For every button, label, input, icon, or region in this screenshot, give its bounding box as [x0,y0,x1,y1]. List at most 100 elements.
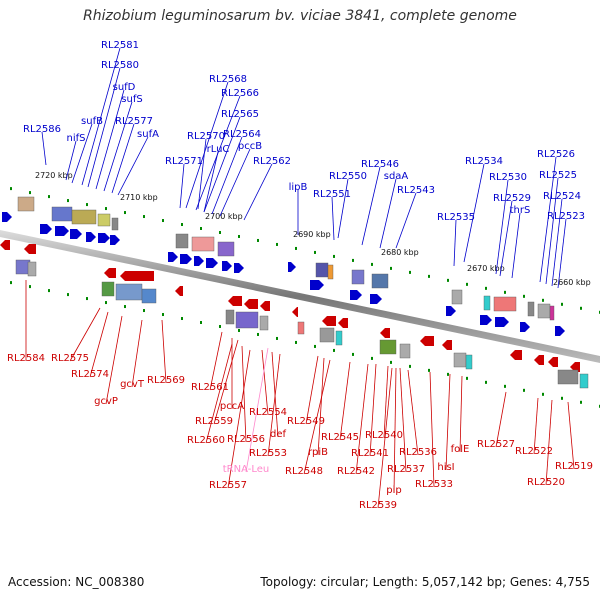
label-leader-line [117,136,149,196]
gene-feature-box [17,196,35,212]
reverse-gene-label: RL2561 [191,382,229,393]
label-leader-line [355,363,369,475]
label-leader-line [185,81,229,209]
forward-gene-label: RL2565 [221,109,259,120]
label-leader-line [71,123,93,184]
forward-gene-label: RL2550 [329,171,367,182]
forward-gene-label: RL2534 [465,156,503,167]
forward-gene-arrow [206,258,218,268]
reverse-gene-arrow [24,244,36,254]
gene-feature-box [493,296,517,312]
label-leader-line [463,163,485,263]
forward-gene-label: RL2580 [101,60,139,71]
reverse-gene-label: folE [451,444,470,455]
gene-feature-box [537,303,551,319]
forward-gene-label: RL2581 [101,40,139,51]
reverse-gene-label: RL2520 [527,477,565,488]
reverse-gene-label: gcvT [120,379,145,390]
reverse-gene-label: RL2549 [287,416,325,427]
track-dot [504,384,506,388]
label-leader-line [429,371,435,488]
forward-gene-arrow [194,256,204,266]
track-dot [162,219,164,223]
track-dot [124,305,126,309]
track-dot [67,293,69,297]
track-dot [485,286,487,290]
track-dot [219,230,221,234]
gene-feature-box [175,233,189,249]
track-dot [447,372,449,376]
label-leader-line [445,373,451,471]
label-leader-line [131,319,143,388]
kbp-tick-label: 2700 kbp [205,212,243,221]
track-dot [48,289,50,293]
reverse-gene-arrow [380,328,390,338]
kbp-tick-label: 2710 kbp [120,193,158,202]
track-dot [143,215,145,219]
label-leader-line [379,178,397,249]
label-leader-line [241,345,247,443]
kbp-tick-label: 2680 kbp [381,248,419,257]
track-dot [409,270,411,274]
forward-gene-arrow [168,252,178,262]
gene-feature-box [235,311,259,329]
track-dot [314,344,316,348]
gene-feature-box [483,295,491,311]
forward-gene-label: RL2543 [397,185,435,196]
reverse-gene-label: RL2554 [249,407,287,418]
reverse-gene-arrow [0,240,10,250]
gene-feature-box [549,305,555,321]
label-leader-lines [25,47,575,509]
label-leader-line [337,178,349,239]
label-leader-line [69,307,101,362]
label-leader-line [557,218,567,289]
label-leader-line [383,365,389,439]
forward-gene-label: RL2529 [493,193,531,204]
reverse-gene-label: RL2545 [321,432,359,443]
forward-gene-arrow [70,229,82,239]
forward-gene-label: thrS [510,205,531,216]
label-leader-line [245,347,269,473]
track-dot [257,238,259,242]
reverse-gene-label: RL2575 [51,353,89,364]
gene-feature-box [335,330,343,346]
label-leader-line [81,47,121,186]
reverse-gene-arrow [442,340,452,350]
track-dot [580,400,582,404]
kbp-tick-label: 2720 kbp [35,171,73,180]
label-leader-line [213,339,239,425]
track-dot [390,266,392,270]
gene-feature-box [297,321,305,335]
label-leader-line [399,367,407,473]
track-dot [276,242,278,246]
label-leader-line [179,163,185,209]
forward-gene-arrow [110,235,120,245]
track-dot [238,234,240,238]
label-leader-line [545,177,559,285]
label-leader-line [211,136,243,215]
label-leader-line [407,369,419,456]
reverse-gene-label: RL2553 [249,448,287,459]
gene-feature-box [71,209,97,225]
track-dot [561,396,563,400]
forward-gene-arrow [86,232,96,242]
label-leader-line [317,357,325,456]
label-leader-line [369,363,377,457]
reverse-gene-label: RL2527 [477,439,515,450]
backbone-band [0,230,600,363]
kbp-ticks: 2720 kbp 2710 kbp 2700 kbp 2690 kbp 2680 kbp… [35,171,591,287]
label-leader-line [567,401,575,470]
track-dot [295,340,297,344]
gene-feature-box [579,373,589,389]
track-dot [466,376,468,380]
track-dot [105,207,107,211]
label-leader-line [227,349,251,489]
label-leader-line [267,353,281,457]
label-leader-line [205,343,233,444]
gene-feature-box [51,206,73,222]
reverse-gene-label: RL2533 [415,479,453,490]
label-leader-line [103,101,133,192]
track-dot [200,321,202,324]
gene-feature-box [319,327,335,343]
